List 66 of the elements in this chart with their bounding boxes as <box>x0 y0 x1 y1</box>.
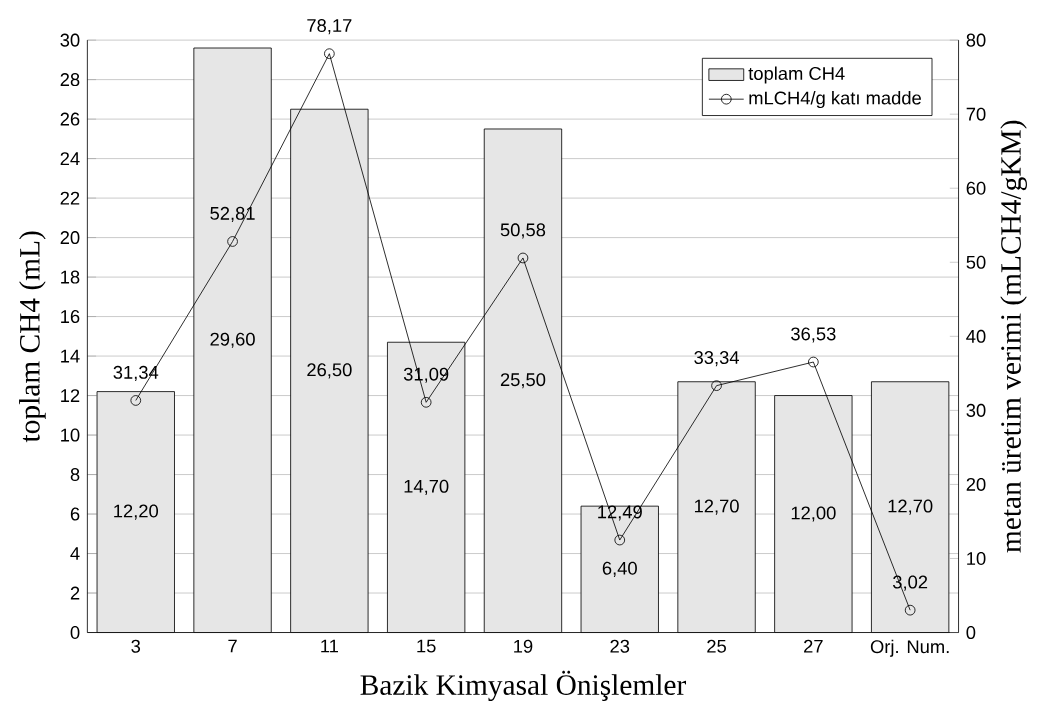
data-label: 78,17 <box>307 19 352 35</box>
y2-tick-label: 30 <box>966 403 986 417</box>
x-tick-label: 11 <box>321 639 338 653</box>
x-tick-label: 27 <box>804 639 823 653</box>
y2-tick-label: 50 <box>966 255 986 269</box>
y2-tick-label: 20 <box>966 477 986 491</box>
y2-tick-label: 80 <box>966 33 986 47</box>
data-label: 3,02 <box>892 575 928 591</box>
x-tick-label: 23 <box>610 639 630 653</box>
x-tick-label: 15 <box>417 639 436 653</box>
y-tick-label: 0 <box>70 625 80 640</box>
data-label: 25,50 <box>500 373 546 389</box>
data-label: 6,40 <box>602 561 637 577</box>
y-tick-label: 14 <box>61 349 80 363</box>
y-tick-label: 20 <box>60 231 80 245</box>
y-tick-label: 28 <box>60 73 80 87</box>
point <box>517 252 529 264</box>
y2-axis-title: metan üretim verimi (mLCH4/gKM) <box>1000 120 1027 553</box>
y-tick-label: 4 <box>70 547 80 560</box>
y-tick-label: 26 <box>60 112 80 126</box>
data-label: 12,49 <box>598 505 642 521</box>
point <box>324 48 335 59</box>
point <box>808 356 819 368</box>
data-label: 36,53 <box>791 327 836 343</box>
y-tick-label: 16 <box>61 310 80 324</box>
x-tick-label: 7 <box>228 639 237 653</box>
y-tick-label: 30 <box>60 33 80 47</box>
y-tick-label: 18 <box>61 270 80 284</box>
y-tick-label: 10 <box>61 428 80 442</box>
legend-label: toplam CH4 <box>748 66 845 84</box>
x-tick-label: 3 <box>131 639 141 653</box>
y-tick-label: 2 <box>70 586 80 600</box>
point <box>227 236 238 247</box>
y2-tick-label: 40 <box>966 329 986 343</box>
point <box>420 396 432 408</box>
data-label: 12,20 <box>114 504 159 520</box>
data-label: 31,09 <box>403 367 449 383</box>
point <box>614 534 626 546</box>
data-label: 12,00 <box>791 506 836 522</box>
y2-tick-label: 60 <box>966 181 986 195</box>
data-label: 29,60 <box>210 332 255 348</box>
y-tick-label: 12 <box>61 389 80 402</box>
y-tick-label: 8 <box>70 468 80 482</box>
x-tick-label: Orj. Num. <box>870 639 949 657</box>
y2-tick-label: 10 <box>967 551 986 565</box>
data-label: 12,70 <box>694 499 739 515</box>
data-label: 14,70 <box>404 479 449 495</box>
legend-label: mLCH4/g katı madde <box>749 90 921 109</box>
point <box>904 604 916 616</box>
y-tick-label: 24 <box>60 152 80 165</box>
y2-tick-label: 0 <box>966 625 976 640</box>
point <box>711 380 722 391</box>
data-label: 26,50 <box>307 363 352 379</box>
data-label: 33,34 <box>694 350 739 367</box>
data-label: 12,70 <box>888 499 933 515</box>
y-tick-label: 6 <box>70 507 80 521</box>
y2-tick-label: 70 <box>966 107 986 121</box>
x-axis-title: Bazik Kimyasal Önişlemler <box>360 670 687 701</box>
y-axis-title: toplam CH4 (mL) <box>19 231 46 443</box>
data-label: 31,34 <box>113 365 159 381</box>
x-tick-label: 19 <box>514 639 533 653</box>
y-tick-label: 22 <box>60 191 80 205</box>
x-tick-label: 25 <box>707 639 726 653</box>
data-label: 52,81 <box>210 206 255 222</box>
point <box>130 395 142 406</box>
data-label: 50,58 <box>500 223 546 239</box>
